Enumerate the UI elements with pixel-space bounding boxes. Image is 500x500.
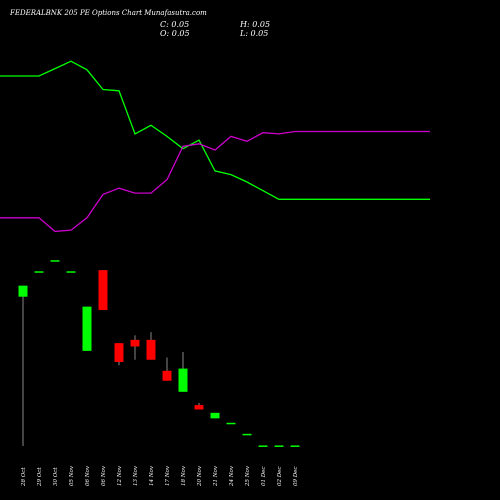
x-tick-label: 14 Nov xyxy=(149,465,155,486)
candle-body xyxy=(258,445,268,447)
x-axis-ticks: 28 Oct 29 Oct 30 Oct 05 Nov 06 Nov 06 Nov 12 N… xyxy=(21,465,299,487)
candle-body xyxy=(146,339,156,360)
x-tick-label: 09 Dec xyxy=(293,467,299,487)
x-tick-label: 17 Nov xyxy=(165,465,171,486)
candle xyxy=(178,352,188,392)
candle-body xyxy=(82,306,92,351)
candlesticks xyxy=(18,260,300,447)
candle-body xyxy=(66,271,76,273)
candle xyxy=(258,445,268,447)
candle xyxy=(18,285,28,446)
candle-body xyxy=(98,270,108,310)
open-readout: O: 0.05 xyxy=(160,29,190,38)
candle-body xyxy=(242,433,252,436)
high-readout: H: 0.05 xyxy=(239,20,270,29)
candle xyxy=(98,270,108,310)
x-tick-label: 21 Nov xyxy=(213,465,219,487)
candle xyxy=(242,433,252,436)
low-readout: L: 0.05 xyxy=(239,29,268,38)
candle xyxy=(194,402,204,410)
candle xyxy=(114,343,124,366)
x-tick-label: 25 Nov xyxy=(245,465,251,487)
candle-body xyxy=(226,422,236,425)
candle-body xyxy=(210,412,220,419)
x-tick-label: 28 Oct xyxy=(21,467,27,487)
candle-body xyxy=(290,445,300,447)
indicator-lines xyxy=(0,60,430,233)
x-tick-label: 02 Dec xyxy=(277,467,283,487)
x-tick-label: 13 Nov xyxy=(133,465,139,486)
candle-body xyxy=(178,368,188,392)
close-readout: C: 0.05 xyxy=(160,20,189,29)
candle xyxy=(290,445,300,447)
indicator-line-1 xyxy=(0,60,430,200)
candle xyxy=(82,306,92,351)
x-tick-label: 05 Nov xyxy=(69,465,75,486)
chart-title: FEDERALBNK 205 PE Options Chart Munafasu… xyxy=(9,9,207,17)
x-tick-label: 18 Nov xyxy=(181,465,187,486)
candle-body xyxy=(130,339,140,347)
candle-body xyxy=(50,260,60,262)
x-tick-label: 06 Nov xyxy=(101,465,107,486)
candle-body xyxy=(34,271,44,273)
candle-body xyxy=(114,343,124,362)
x-tick-label: 20 Nov xyxy=(197,465,203,487)
x-tick-label: 24 Nov xyxy=(229,465,235,487)
x-tick-label: 30 Oct xyxy=(53,467,59,486)
x-tick-label: 06 Nov xyxy=(85,465,91,486)
indicator-line-2 xyxy=(0,130,430,233)
x-tick-label: 01 Dec xyxy=(261,467,267,487)
candle-body xyxy=(18,285,28,297)
candle xyxy=(146,332,156,360)
candle-body xyxy=(274,445,284,447)
x-tick-label: 29 Oct xyxy=(37,467,43,487)
candle xyxy=(226,422,236,425)
x-tick-label: 12 Nov xyxy=(117,465,123,486)
candle-body xyxy=(162,370,172,381)
candle xyxy=(34,271,44,273)
candle xyxy=(130,335,140,360)
candle xyxy=(210,412,220,419)
candle xyxy=(162,357,172,381)
candle-body xyxy=(194,405,204,410)
candle xyxy=(50,260,60,262)
candle xyxy=(274,445,284,447)
candle xyxy=(66,271,76,273)
